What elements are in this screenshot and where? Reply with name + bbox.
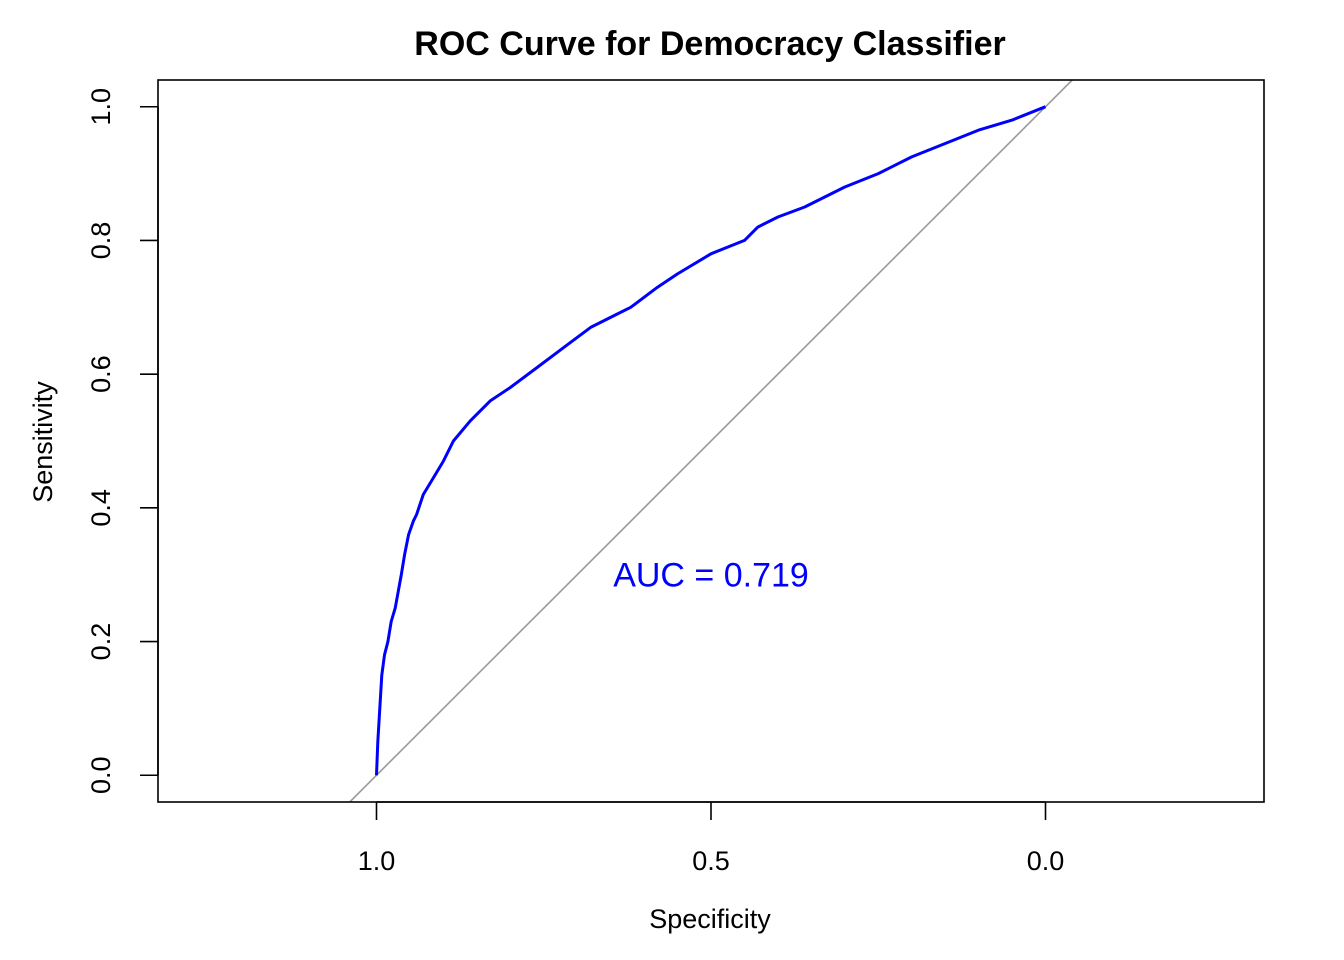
- y-tick-label: 1.0: [86, 88, 116, 126]
- x-axis-label: Specificity: [649, 904, 771, 934]
- x-axis: 1.0 0.5 0.0: [358, 801, 1065, 876]
- y-axis: 0.0 0.2 0.4 0.6 0.8 1.0: [86, 88, 159, 794]
- y-tick-label: 0.6: [86, 355, 116, 393]
- y-tick-label: 0.4: [86, 489, 116, 527]
- chance-diagonal-line: [348, 80, 1074, 802]
- x-tick-label: 1.0: [358, 846, 396, 876]
- y-axis-label: Sensitivity: [28, 381, 58, 503]
- roc-curve-line: [375, 105, 1047, 776]
- y-tick-label: 0.0: [86, 756, 116, 794]
- y-tick-label: 0.8: [86, 222, 116, 260]
- x-tick-label: 0.0: [1027, 846, 1065, 876]
- y-tick-label: 0.2: [86, 623, 116, 661]
- auc-annotation: AUC = 0.719: [613, 557, 809, 595]
- x-tick-label: 0.5: [692, 846, 730, 876]
- chart-title: ROC Curve for Democracy Classifier: [414, 25, 1005, 63]
